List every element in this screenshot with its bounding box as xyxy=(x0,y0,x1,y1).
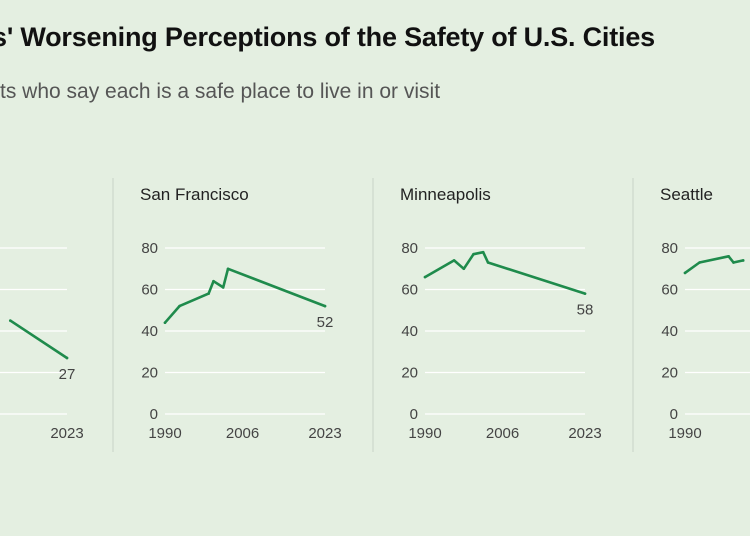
x-tick-label: 1990 xyxy=(148,425,181,442)
x-tick-label: 2023 xyxy=(568,425,601,442)
series-line xyxy=(163,267,327,325)
end-value-label: 58 xyxy=(577,302,594,319)
panel-title: San Francisco xyxy=(140,185,249,204)
x-tick-label: 2006 xyxy=(486,425,519,442)
y-tick-label: 80 xyxy=(401,240,418,257)
panel-title: Minneapolis xyxy=(400,185,491,204)
x-tick-label: 2006 xyxy=(226,425,259,442)
data-point xyxy=(452,259,456,262)
data-point xyxy=(741,259,745,262)
y-tick-label: 20 xyxy=(661,365,678,382)
y-tick-label: 80 xyxy=(141,240,158,257)
y-tick-label: 40 xyxy=(661,323,678,340)
y-tick-label: 40 xyxy=(141,323,158,340)
y-tick-label: 20 xyxy=(141,365,158,382)
data-point xyxy=(226,267,230,271)
x-tick-label: 2023 xyxy=(50,425,83,442)
data-point xyxy=(163,321,167,325)
end-value-label: 27 xyxy=(59,366,76,383)
data-point xyxy=(481,250,485,254)
y-tick-label: 0 xyxy=(410,406,418,423)
data-point xyxy=(207,292,210,295)
panel-title: Seattle xyxy=(660,185,713,204)
x-tick-label: 1990 xyxy=(668,425,701,442)
x-tick-label: 2023 xyxy=(308,425,341,442)
chart-title: s' Worsening Perceptions of the Safety o… xyxy=(0,22,655,52)
data-point xyxy=(698,261,701,264)
data-point xyxy=(9,319,12,322)
series-line xyxy=(423,250,587,295)
data-point xyxy=(423,275,427,279)
data-point xyxy=(683,271,687,275)
data-point xyxy=(462,267,466,271)
data-point xyxy=(472,252,475,256)
y-tick-label: 60 xyxy=(141,282,158,299)
series-line xyxy=(683,254,745,275)
y-tick-label: 80 xyxy=(661,240,678,257)
data-point xyxy=(486,261,490,264)
y-tick-label: 20 xyxy=(401,365,418,382)
y-tick-label: 40 xyxy=(401,323,418,340)
data-point xyxy=(65,356,69,360)
data-point xyxy=(178,304,181,308)
y-tick-label: 60 xyxy=(661,282,678,299)
y-tick-label: 0 xyxy=(150,406,158,423)
data-point xyxy=(221,286,225,289)
data-point xyxy=(732,261,735,264)
data-point xyxy=(583,292,587,295)
y-tick-label: 0 xyxy=(670,406,678,423)
data-point xyxy=(727,254,730,258)
series-line xyxy=(9,319,69,360)
end-value-label: 52 xyxy=(317,314,334,331)
x-tick-label: 1990 xyxy=(408,425,441,442)
data-point xyxy=(323,304,327,308)
data-point xyxy=(212,279,215,283)
chart-subtitle: ts who say each is a safe place to live … xyxy=(0,80,441,103)
y-tick-label: 60 xyxy=(401,282,418,299)
